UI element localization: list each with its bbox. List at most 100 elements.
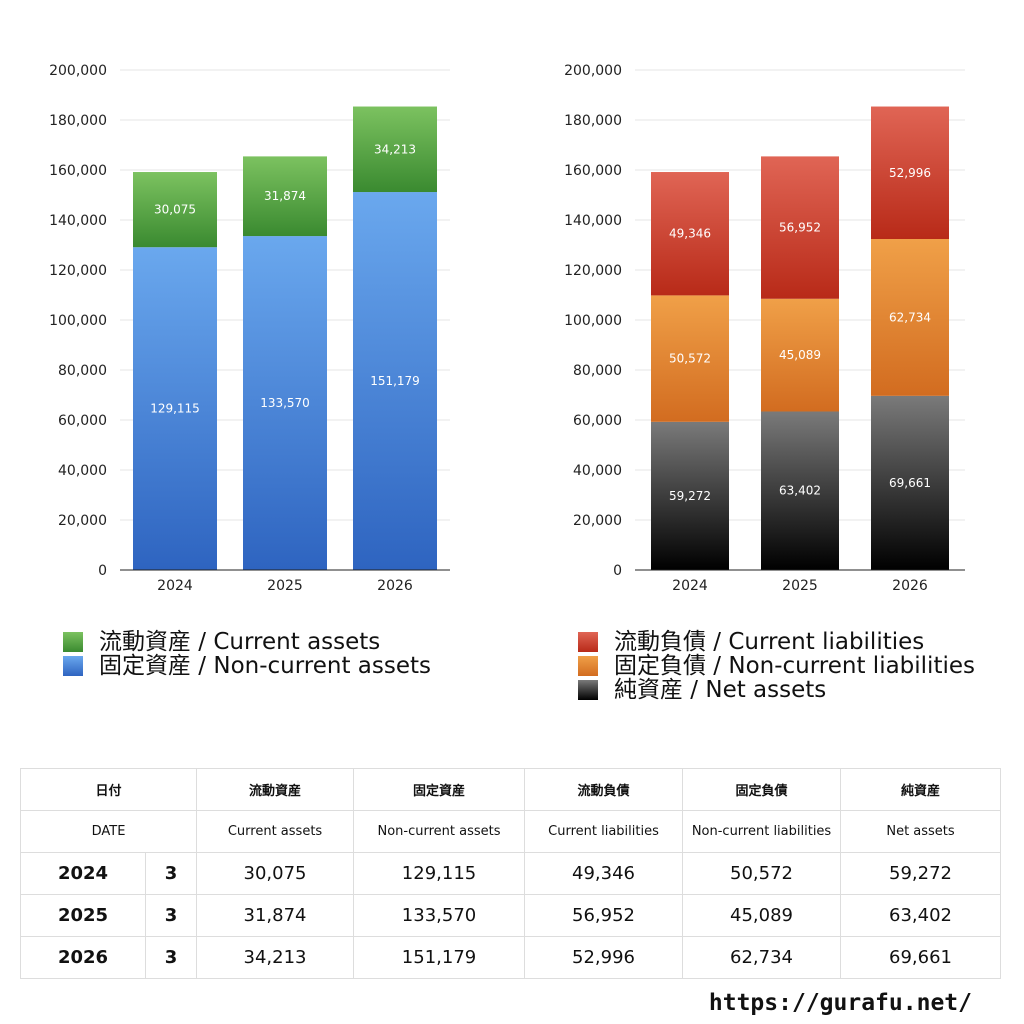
table-row: 2026 3 34,213 151,179 52,996 62,734 69,6… (20, 936, 1002, 979)
bar-data-label: 56,952 (779, 221, 821, 235)
bar-segment (871, 106, 949, 240)
y-tick-label: 0 (613, 563, 622, 579)
cell-non-current-liabilities: 62,734 (682, 936, 842, 979)
header-net-assets-jp: 純資産 (840, 768, 1002, 811)
cell-year: 2024 (20, 852, 146, 895)
bar-segment (761, 411, 839, 570)
y-tick-label: 40,000 (573, 463, 622, 479)
header-current-liabilities-en: Current liabilities (524, 810, 684, 853)
liabilities-chart: 0 20,000 40,000 60,000 80,000 100,000 120,000 1… (564, 63, 965, 594)
bar-data-label: 129,115 (150, 402, 200, 416)
legend-label: 固定資産 / Non-current assets (99, 653, 432, 679)
y-tick-label: 20,000 (58, 513, 107, 529)
financial-data-table: 日付 流動資産 固定資産 流動負債 固定負債 純資産 DATE Current … (19, 768, 1002, 979)
bar-segment (133, 247, 217, 570)
bar-segment (133, 172, 217, 248)
cell-current-liabilities: 56,952 (524, 894, 684, 937)
bar-data-label: 151,179 (370, 374, 420, 388)
bar-segment (871, 239, 949, 396)
table-row: 2025 3 31,874 133,570 56,952 45,089 63,4… (20, 894, 1002, 937)
cell-non-current-liabilities: 50,572 (682, 852, 842, 895)
y-tick-label: 160,000 (49, 163, 107, 179)
assets-chart: 0 20,000 40,000 60,000 80,000 100,000 120,000 1… (49, 63, 450, 594)
y-tick-label: 140,000 (49, 213, 107, 229)
y-tick-label: 100,000 (564, 313, 622, 329)
header-non-current-liabilities-en: Non-current liabilities (682, 810, 842, 853)
bar-data-label: 45,089 (779, 348, 821, 362)
header-date-en: DATE (19, 810, 198, 853)
liabilities-legend: 流動負債 / Current liabilities 固定負債 / Non-cu… (578, 630, 975, 702)
cell-current-liabilities: 52,996 (524, 936, 684, 979)
header-net-assets-en: Net assets (840, 810, 1002, 853)
y-tick-label: 60,000 (573, 413, 622, 429)
table-row: 2024 3 30,075 129,115 49,346 50,572 59,2… (20, 852, 1002, 895)
cell-year: 2025 (20, 894, 146, 937)
x-tick-label: 2024 (157, 578, 193, 594)
cell-month: 3 (144, 894, 198, 937)
cell-current-assets: 34,213 (196, 936, 355, 979)
cell-year: 2026 (20, 936, 146, 979)
legend-item-non-current-assets: 固定資産 / Non-current assets (63, 654, 431, 678)
cell-non-current-assets: 151,179 (353, 936, 526, 979)
cell-month: 3 (144, 936, 198, 979)
y-tick-label: 120,000 (564, 263, 622, 279)
table-header-jp: 日付 流動資産 固定資産 流動負債 固定負債 純資産 (19, 768, 1002, 811)
legend-item-current-liabilities: 流動負債 / Current liabilities (578, 630, 975, 654)
legend-label: 固定負債 / Non-current liabilities (614, 653, 975, 679)
header-non-current-assets-jp: 固定資産 (353, 768, 526, 811)
bar-data-label: 49,346 (669, 227, 711, 241)
header-current-assets-en: Current assets (196, 810, 355, 853)
cell-net-assets: 59,272 (840, 852, 1002, 895)
y-tick-label: 200,000 (49, 63, 107, 79)
bar-data-label: 50,572 (669, 352, 711, 366)
bar-data-label: 31,874 (264, 189, 306, 203)
y-tick-label: 40,000 (58, 463, 107, 479)
y-tick-label: 200,000 (564, 63, 622, 79)
cell-month: 3 (144, 852, 198, 895)
y-tick-label: 80,000 (58, 363, 107, 379)
bar-segment (353, 106, 437, 193)
cell-current-liabilities: 49,346 (524, 852, 684, 895)
y-tick-label: 0 (98, 563, 107, 579)
legend-item-non-current-liabilities: 固定負債 / Non-current liabilities (578, 654, 975, 678)
y-tick-label: 100,000 (49, 313, 107, 329)
bar-data-label: 52,996 (889, 166, 931, 180)
y-tick-label: 160,000 (564, 163, 622, 179)
y-tick-label: 140,000 (564, 213, 622, 229)
cell-non-current-assets: 129,115 (353, 852, 526, 895)
header-non-current-liabilities-jp: 固定負債 (682, 768, 842, 811)
assets-legend: 流動資産 / Current assets 固定資産 / Non-current… (63, 630, 431, 678)
bar-data-label: 62,734 (889, 310, 931, 324)
cell-current-assets: 30,075 (196, 852, 355, 895)
legend-swatch-green (63, 632, 83, 652)
legend-swatch-black (578, 680, 598, 700)
legend-item-net-assets: 純資産 / Net assets (578, 678, 975, 702)
legend-label: 流動資産 / Current assets (99, 629, 381, 655)
cell-net-assets: 69,661 (840, 936, 1002, 979)
cell-non-current-assets: 133,570 (353, 894, 526, 937)
x-tick-label: 2025 (267, 578, 303, 594)
header-non-current-assets-en: Non-current assets (353, 810, 526, 853)
bar-segment (871, 395, 949, 570)
table-header-en: DATE Current assets Non-current assets C… (19, 810, 1002, 853)
header-date-jp: 日付 (19, 768, 198, 811)
footer-url[interactable]: https://gurafu.net/ (708, 990, 972, 1016)
bar-segment (761, 298, 839, 412)
y-tick-label: 180,000 (49, 113, 107, 129)
legend-item-current-assets: 流動資産 / Current assets (63, 630, 431, 654)
header-current-assets-jp: 流動資産 (196, 768, 355, 811)
header-current-liabilities-jp: 流動負債 (524, 768, 684, 811)
x-tick-label: 2026 (377, 578, 413, 594)
cell-non-current-liabilities: 45,089 (682, 894, 842, 937)
x-tick-label: 2024 (672, 578, 708, 594)
bar-data-label: 34,213 (374, 142, 416, 156)
legend-swatch-orange (578, 656, 598, 676)
bar-segment (761, 156, 839, 299)
bar-segment (243, 236, 327, 570)
y-tick-label: 20,000 (573, 513, 622, 529)
bar-data-label: 63,402 (779, 484, 821, 498)
bar-data-label: 30,075 (154, 203, 196, 217)
bar-data-label: 133,570 (260, 396, 310, 410)
bar-segment (243, 156, 327, 237)
bar-data-label: 59,272 (669, 489, 711, 503)
